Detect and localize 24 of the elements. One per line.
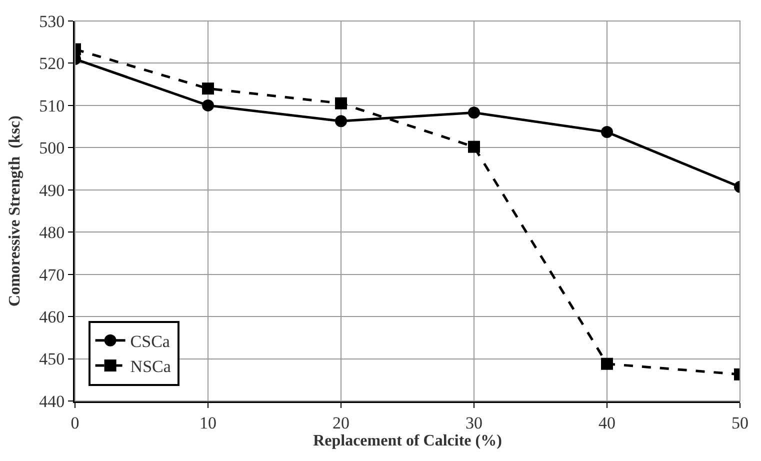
y-tick-label: 480 <box>39 223 65 242</box>
y-tick-label: 510 <box>39 96 65 116</box>
x-axis-title: Replacement of Calcite (%) <box>313 432 502 450</box>
x-tick-label: 50 <box>732 413 748 432</box>
point <box>335 97 347 110</box>
x-tick-label: 0 <box>70 413 80 432</box>
legend-label: NSCa <box>130 357 172 376</box>
x-tick-label: 20 <box>332 413 350 432</box>
y-tick-label: 520 <box>39 54 65 74</box>
y-tick-label: 530 <box>39 12 65 31</box>
y-tick-label: 440 <box>39 392 65 411</box>
point <box>468 140 480 153</box>
y-tick-label: 470 <box>39 265 65 284</box>
x-tick-label: 30 <box>466 413 482 432</box>
y-tick-label: 460 <box>39 308 65 327</box>
legend-label: CSCa <box>130 332 170 351</box>
x-tick-label: 40 <box>598 413 616 432</box>
x-tick-label: 10 <box>200 413 216 432</box>
point <box>335 115 347 128</box>
y-axis-title: Comoressive Strength (ksc) <box>6 116 24 306</box>
y-tick-label: 490 <box>39 180 65 200</box>
point <box>468 106 480 119</box>
y-tick-label: 500 <box>39 138 65 158</box>
y-tick-label: 450 <box>39 350 65 369</box>
